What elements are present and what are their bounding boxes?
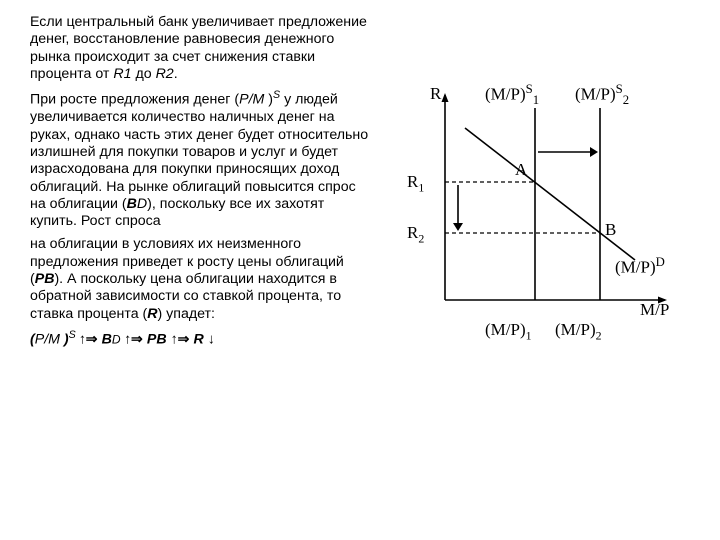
supply-label-1: (M/P)S1: [485, 82, 539, 108]
p4-r: R: [193, 332, 207, 348]
p4-pb-p: Р: [147, 332, 156, 348]
p3-pb-b: В: [44, 271, 54, 287]
x-axis-label: M/P: [640, 300, 669, 320]
r2-label: R2: [407, 223, 424, 246]
p4-d: D: [112, 333, 124, 347]
p4-ar1: ↑⇒: [79, 332, 102, 348]
axis-label-r: R: [430, 84, 441, 104]
p4-pb-b: В: [156, 332, 170, 348]
p3-pb-p: Р: [35, 271, 44, 287]
chart-column: R (M/P)S1 (M/P)S2 R1 R2 A B (M/P)D M/P (…: [380, 0, 720, 540]
demand-label: (M/P)D: [615, 255, 665, 278]
p1-r2: R2: [156, 66, 174, 82]
money-market-chart: R (M/P)S1 (M/P)S2 R1 R2 A B (M/P)D M/P (…: [410, 90, 680, 350]
paragraph-2: При росте предложения денег (Р/М )S у лю…: [30, 89, 374, 230]
p3-text-c: ) упадет:: [158, 306, 215, 322]
p2-text-b: ): [264, 92, 273, 108]
point-b-label: B: [605, 220, 616, 240]
p2-bd-d: D: [137, 196, 147, 212]
p2-text-c: у людей увеличивается количество наличны…: [30, 92, 368, 212]
supply-label-2: (M/P)S2: [575, 82, 629, 108]
text-column: Если центральный банк увеличивает предло…: [0, 0, 380, 540]
p4-b: В: [102, 332, 112, 348]
paragraph-1: Если центральный банк увеличивает предло…: [30, 14, 374, 83]
p2-pm: Р/М: [239, 92, 264, 108]
p1-text-a: Если центральный банк увеличивает предло…: [30, 14, 367, 82]
p4-ar2: ↑⇒: [124, 332, 147, 348]
paragraph-3: на облигации в условиях их неизменного п…: [30, 236, 374, 323]
p4-dn: ↓: [208, 332, 215, 348]
mp2-label: (M/P)2: [555, 320, 602, 343]
point-a-label: A: [515, 160, 527, 180]
p2-bd-b: В: [127, 196, 137, 212]
p1-r1: R1: [113, 66, 131, 82]
p4-ar3: ↑⇒: [171, 332, 194, 348]
paragraph-4: (Р/М )S ↑⇒ ВD ↑⇒ РВ ↑⇒ R ↓: [30, 329, 374, 349]
mp1-label: (M/P)1: [485, 320, 532, 343]
p1-text-c: .: [174, 66, 178, 82]
r1-label: R1: [407, 172, 424, 195]
p2-text-a: При росте предложения денег (: [30, 92, 239, 108]
p4-pm: Р/М: [35, 332, 64, 348]
p3-r: R: [147, 306, 157, 322]
p4-sup-s: S: [69, 329, 79, 341]
p1-text-b: до: [132, 66, 156, 82]
